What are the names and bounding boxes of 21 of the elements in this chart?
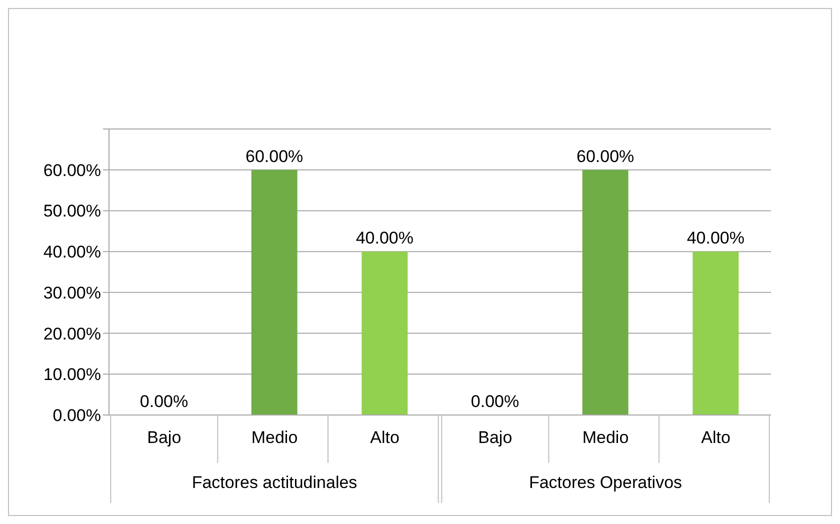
data-label: 40.00% [686, 228, 745, 248]
data-label: 60.00% [245, 146, 304, 166]
y-tick-label: 40.00% [43, 242, 101, 262]
y-tick-label: 10.00% [43, 365, 101, 384]
text: Factores actitudinales [192, 473, 358, 492]
text: Factores Operativos [528, 473, 682, 492]
x-tick-label: Alto [701, 428, 730, 447]
y-tick-label: 30.00% [43, 283, 101, 302]
x-tick-label: Medio [582, 428, 629, 447]
data-label: 0.00% [470, 392, 520, 411]
x-tick-label: Medio [251, 428, 298, 447]
data-label: 0.00% [140, 392, 188, 411]
x-tick-label: Bajo [147, 428, 182, 447]
x-tick-label: Bajo [478, 428, 512, 447]
y-tick-label: 0.00% [52, 406, 101, 426]
y-tick-label: 20.00% [43, 324, 101, 344]
y-tick-label: 50.00% [43, 202, 101, 221]
data-label: 40.00% [356, 228, 414, 248]
y-tick-label: 60.00% [43, 160, 101, 180]
data-label: 60.00% [576, 146, 634, 166]
x-tick-label: Alto [370, 428, 400, 447]
